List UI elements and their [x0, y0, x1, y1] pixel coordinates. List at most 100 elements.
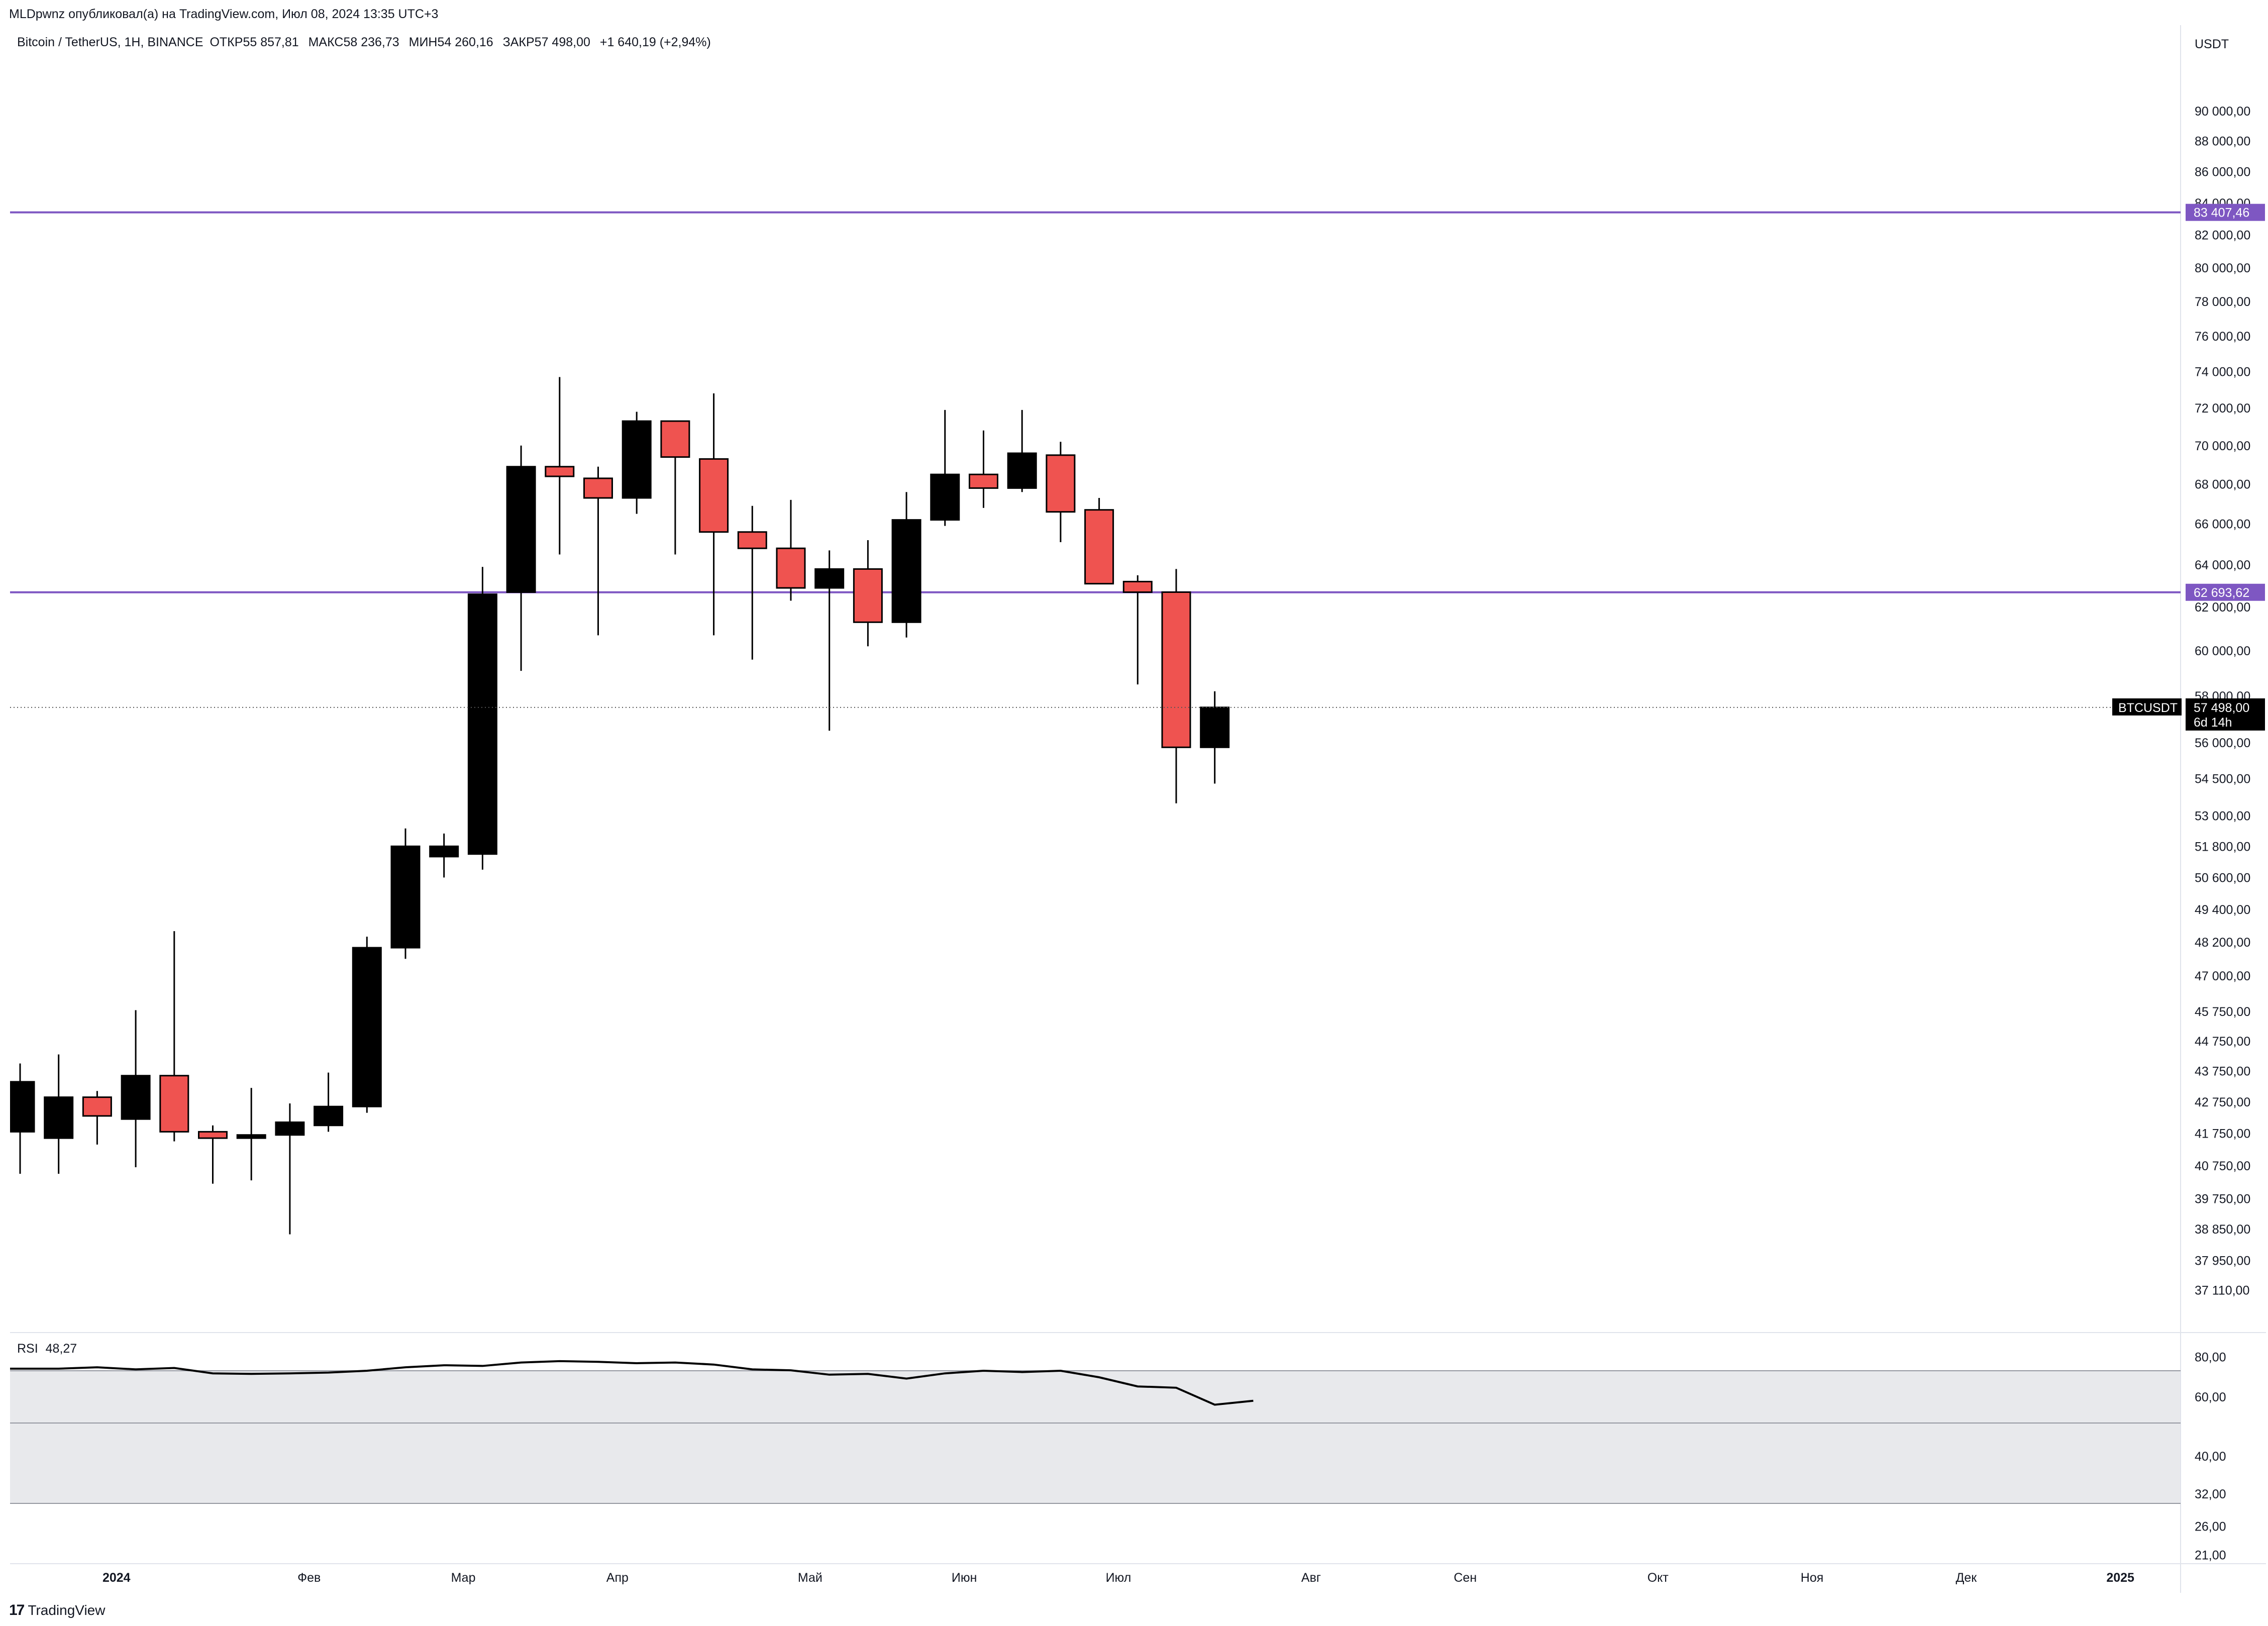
rsi-line	[10, 1360, 1254, 1406]
last-price-tag-text: 57 498,00	[2194, 701, 2249, 715]
price-tick-label: 78 000,00	[2195, 295, 2250, 309]
candle	[1084, 497, 1114, 585]
candle-body	[814, 568, 845, 589]
price-tick-label: 44 750,00	[2195, 1035, 2250, 1049]
price-tick-label: 43 750,00	[2195, 1065, 2250, 1079]
candle	[1122, 575, 1153, 685]
candle	[776, 499, 806, 601]
level-price-tag	[2186, 204, 2265, 221]
legend-close-label: ЗАКР	[502, 35, 535, 49]
price-tick-label: 66 000,00	[2195, 518, 2250, 532]
time-tick-label: Ноя	[1801, 1571, 1824, 1585]
candle-body	[583, 477, 613, 499]
price-tick-label: 60 000,00	[2195, 644, 2250, 658]
price-tick-label: 40 750,00	[2195, 1159, 2250, 1173]
last-price-countdown: 6d 14h	[2194, 716, 2232, 730]
time-tick-label: Июл	[1106, 1571, 1131, 1585]
candle	[5, 1063, 35, 1174]
time-axis[interactable]: 2024 Фев Мар Апр Май Июн Июл Авг Сен Окт Ноя Дек 202…	[102, 1571, 2134, 1585]
candle-body	[314, 1105, 344, 1127]
price-tick-label: 48 200,00	[2195, 936, 2250, 950]
candle	[198, 1125, 228, 1184]
candle	[969, 430, 998, 508]
legend-open: ОТКР55 857,81	[210, 35, 301, 49]
price-tick-label: 74 000,00	[2195, 365, 2250, 379]
candle-body	[467, 593, 497, 855]
legend-open-label: ОТКР	[210, 35, 243, 49]
candle-body	[969, 473, 998, 489]
candle	[1161, 569, 1191, 803]
candle-body	[660, 420, 690, 458]
pane-separators	[0, 25, 2266, 1593]
candle-body	[1007, 452, 1037, 489]
publisher-caption: MLDpwnz опубликовал(а) на TradingView.co…	[9, 7, 439, 21]
rsi-legend-value: 48,27	[45, 1342, 77, 1356]
price-tick-label: 41 750,00	[2195, 1127, 2250, 1141]
candle	[275, 1103, 305, 1235]
candle	[236, 1088, 266, 1181]
candle	[467, 567, 497, 870]
price-tick-label: 51 800,00	[2195, 840, 2250, 854]
price-tick-label: 86 000,00	[2195, 165, 2250, 179]
price-tick-label: 64 000,00	[2195, 558, 2250, 572]
time-tick-label: Май	[798, 1571, 822, 1585]
candle	[82, 1091, 112, 1145]
candle-body	[429, 845, 459, 858]
rsi-tick-label: 32,00	[2195, 1487, 2226, 1501]
legend-low-value: 54 260,16	[437, 35, 493, 49]
price-tick-label: 49 400,00	[2195, 903, 2250, 917]
last-price-tag	[2186, 698, 2265, 731]
candle	[737, 505, 767, 660]
price-tick-label: 47 000,00	[2195, 969, 2250, 983]
level-price-tag-text: 83 407,46	[2194, 206, 2249, 220]
candle	[660, 420, 690, 555]
time-tick-label: Дек	[1955, 1571, 1977, 1585]
candle-body	[236, 1134, 266, 1139]
symbol-tag	[2112, 698, 2182, 716]
time-tick-label: Сен	[1454, 1571, 1477, 1585]
candle	[314, 1072, 344, 1132]
candle-body	[506, 466, 536, 593]
rsi-tick-label: 26,00	[2195, 1520, 2226, 1534]
candle	[44, 1054, 74, 1174]
price-tick-label: 80 000,00	[2195, 261, 2250, 275]
price-tick-label: 53 000,00	[2195, 809, 2250, 824]
left-mask	[0, 30, 10, 1568]
candle-body	[352, 947, 382, 1107]
legend-low: МИН54 260,16	[409, 35, 496, 49]
legend-low-label: МИН	[408, 35, 438, 49]
level-price-tag-text: 62 693,62	[2194, 586, 2249, 600]
candle	[1007, 410, 1037, 492]
price-tick-label: 82 000,00	[2195, 229, 2250, 243]
price-tick-label: 38 850,00	[2195, 1223, 2250, 1237]
candle-body	[121, 1075, 151, 1120]
candle-body	[5, 1081, 35, 1133]
legend-change: +1 640,19 (+2,94%)	[599, 35, 711, 49]
legend-open-value: 55 857,81	[243, 35, 299, 49]
time-tick-label: Окт	[1647, 1571, 1669, 1585]
candle	[853, 540, 883, 647]
candle	[814, 550, 845, 731]
legend-high-value: 58 236,73	[343, 35, 399, 49]
tradingview-brand[interactable]: 17 TradingView	[9, 1602, 105, 1619]
time-tick-label: 2025	[2106, 1571, 2134, 1585]
price-tick-label: 50 600,00	[2195, 871, 2250, 885]
candle	[1046, 442, 1076, 543]
price-tick-label: 54 500,00	[2195, 772, 2250, 786]
candle	[545, 377, 575, 555]
rsi-band	[10, 1371, 2181, 1503]
rsi-legend: RSI 48,27	[17, 1342, 77, 1356]
time-tick-label: Июн	[952, 1571, 977, 1585]
time-tick-label: Мар	[451, 1571, 476, 1585]
candle-body	[930, 473, 960, 521]
symbol-tag-text: BTCUSDT	[2118, 701, 2178, 715]
price-tick-label: 37 110,00	[2195, 1284, 2249, 1298]
rsi-axis[interactable]: 80,00 60,00 40,00 32,00 26,00 21,00	[2195, 1351, 2226, 1563]
candle	[390, 828, 421, 959]
price-tick-label: 72 000,00	[2195, 401, 2250, 416]
price-tick-label: 68 000,00	[2195, 478, 2250, 492]
candle	[429, 833, 459, 878]
